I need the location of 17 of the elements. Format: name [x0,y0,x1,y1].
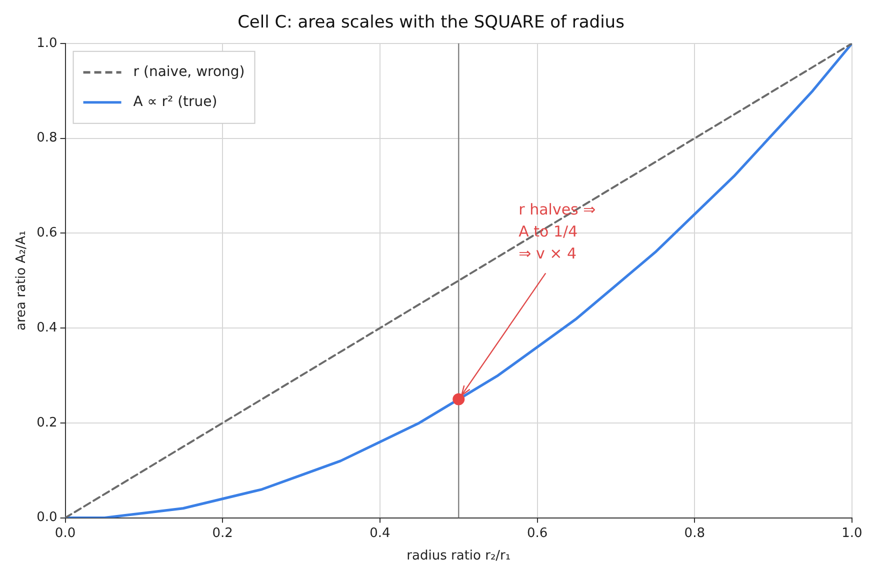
x-tick-label: 1.0 [842,526,862,541]
y-tick-label: 0.0 [36,510,58,526]
x-tick-label: 0.2 [212,526,233,541]
chart-title: Cell C: area scales with the SQUARE of radius [238,12,625,33]
x-tick-label: 0.6 [526,526,548,541]
legend-label: A ∝ r² (true) [133,94,218,110]
x-tick-label: 0.0 [54,526,76,541]
x-tick-label: 0.8 [684,526,705,541]
y-tick-label: 0.2 [36,415,58,430]
x-axis-title: radius ratio r₂/r₁ [406,548,511,564]
legend-label: r (naive, wrong) [133,64,245,80]
y-tick-label: 0.6 [36,226,58,241]
y-axis-title: area ratio A₂/A₁ [14,230,30,331]
y-tick-label: 0.4 [36,320,58,336]
y-tick-label: 0.8 [36,130,58,146]
y-tick-label: 1.0 [36,36,58,51]
x-tick-label: 0.4 [370,526,390,541]
